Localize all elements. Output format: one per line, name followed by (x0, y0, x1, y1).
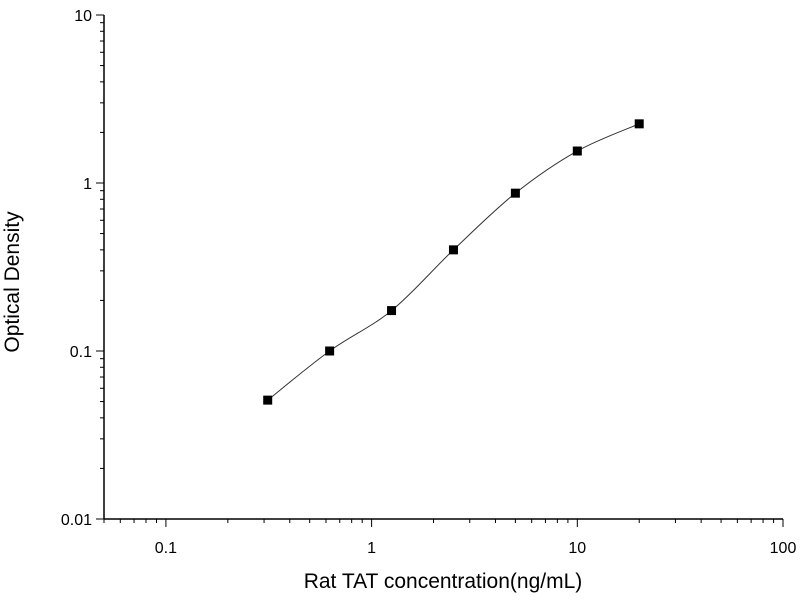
data-point (263, 395, 273, 405)
data-points (263, 119, 644, 405)
x-tick-label: 10 (568, 540, 586, 557)
y-axis-title: Optical Density (1, 211, 24, 353)
y-tick-label: 10 (74, 8, 92, 25)
x-tick-label: 1 (367, 540, 376, 557)
fit-curve (267, 123, 640, 401)
x-axis-title: Rat TAT concentration(ng/mL) (304, 570, 583, 593)
data-point (387, 306, 397, 316)
data-point (325, 346, 335, 356)
y-tick-label: 0.01 (61, 512, 92, 529)
y-tick-label: 1 (83, 176, 92, 193)
y-tick-label: 0.1 (70, 344, 92, 361)
data-point (572, 146, 582, 156)
fit-curve-layer (267, 123, 640, 401)
x-tick-label: 0.1 (155, 540, 177, 557)
data-point (634, 119, 644, 129)
data-point (448, 245, 458, 255)
axes: 0.1 1 10 100 0.01 0.1 1 10 (61, 8, 797, 557)
data-point (510, 188, 520, 198)
x-tick-label: 100 (770, 540, 797, 557)
